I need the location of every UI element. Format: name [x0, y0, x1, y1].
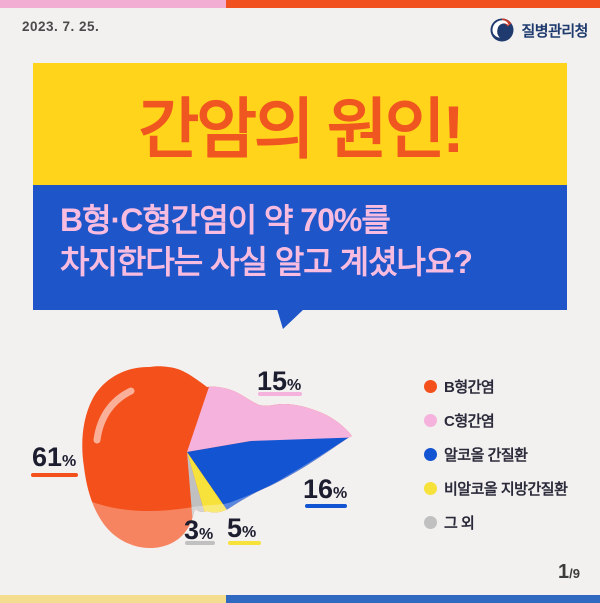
- legend-dot-icon: [424, 447, 437, 461]
- agency-logo: 질병관리청: [489, 17, 588, 43]
- top-bar-pink: [0, 0, 226, 8]
- page-current: 1: [558, 561, 570, 583]
- top-bar-orange: [226, 0, 600, 8]
- legend-dot-icon: [424, 379, 437, 393]
- pie-slice-nonalcohol: [187, 452, 236, 528]
- title-banner: 간암의 원인!: [33, 63, 567, 185]
- legend-item-hepatitis-c: C형간염: [424, 403, 567, 437]
- pie-slice-others: [187, 452, 209, 528]
- page-title: 간암의 원인!: [138, 92, 465, 166]
- agency-name: 질병관리청: [521, 22, 588, 40]
- page-indicator: 1/9: [558, 561, 580, 584]
- underline-15: [258, 392, 302, 396]
- legend-item-hepatitis-b: B형간염: [424, 369, 567, 403]
- legend-label: 알코올 간질환: [444, 446, 528, 464]
- legend-dot-icon: [424, 481, 437, 495]
- label-3-percent: 3%: [184, 515, 214, 545]
- liver-pie-chart: [82, 366, 352, 549]
- label-5-percent: 5%: [227, 513, 257, 543]
- legend-item-nonalcohol: 비알코올 지방간질환: [424, 471, 568, 505]
- legend-label: 비알코올 지방간질환: [444, 480, 568, 498]
- legend-dot-icon: [424, 413, 437, 427]
- legend-label: B형간염: [444, 378, 495, 396]
- legend-item-others: 그 외: [424, 505, 567, 539]
- label-16-percent: 16%: [303, 474, 348, 504]
- subtitle-line-1: B형·C형간염이 약 70%를: [60, 202, 391, 238]
- bottom-bar-blue: [226, 595, 600, 603]
- subtitle-banner: B형·C형간염이 약 70%를 차지한다는 사실 알고 계셨나요?: [33, 185, 567, 310]
- page-total: /9: [569, 566, 580, 581]
- kdca-taegeuk-icon: [490, 18, 514, 42]
- label-61-percent: 61%: [32, 442, 77, 472]
- speech-bubble-tail: [277, 309, 304, 329]
- subtitle-line-2: 차지한다는 사실 알고 계셨나요?: [60, 244, 473, 280]
- underline-16: [305, 504, 347, 508]
- legend-label: C형간염: [444, 412, 495, 430]
- bottom-bar-yellow: [0, 595, 226, 603]
- legend-dot-icon: [424, 515, 437, 529]
- label-15-percent: 15%: [257, 366, 302, 396]
- underline-61: [31, 473, 78, 477]
- underline-5: [228, 541, 261, 545]
- date-text: 2023. 7. 25.: [22, 19, 100, 34]
- legend-item-alcohol: 알코올 간질환: [424, 437, 567, 471]
- liver-highlight: [93, 387, 135, 444]
- chart-legend: B형간염 C형간염 알코올 간질환 비알코올 지방간질환 그 외: [424, 369, 568, 539]
- underline-3: [185, 541, 215, 545]
- legend-label: 그 외: [444, 514, 475, 532]
